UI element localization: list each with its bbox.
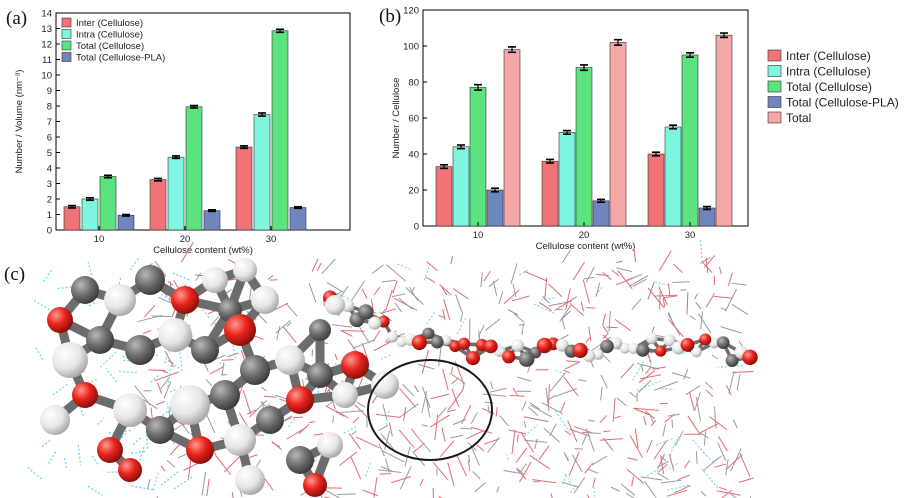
bar [81, 198, 99, 231]
bar [452, 146, 470, 227]
bar [664, 126, 682, 227]
legend-label: Total (Cellulose-PLA) [76, 53, 165, 64]
bar [541, 160, 559, 227]
x-tick-label: 20 [180, 234, 191, 245]
bar [698, 207, 716, 227]
panel-label-b: (b) [379, 6, 401, 27]
y-tick-label: 13 [41, 24, 52, 35]
x-tick-label: 30 [685, 230, 696, 241]
y-axis-title: Number / Volume (nm⁻³) [14, 70, 25, 174]
y-tick-label: 3 [47, 179, 52, 190]
y-tick-label: 0 [414, 222, 419, 233]
legend-swatch [767, 96, 782, 108]
y-tick-label: 120 [403, 6, 419, 17]
chart-b: 0 20 40 60 80 100 120 10 20 30 Cellulose content (… [391, 6, 899, 253]
legend-swatch [767, 49, 782, 62]
y-tick-label: 0 [47, 226, 52, 237]
panel-label-c: (c) [4, 264, 25, 285]
bar [63, 206, 81, 231]
legend: Inter (Cellulose)Intra (Cellulose)Total … [767, 49, 899, 125]
y-tick-label: 5 [47, 148, 52, 159]
x-tick-label: 10 [473, 230, 484, 241]
legend-swatch [61, 52, 72, 62]
y-axis-title: Number / Cellulose [391, 78, 402, 159]
x-axis-title: Cellulose content (wt%) [536, 241, 636, 252]
y-tick-label: 11 [42, 55, 52, 66]
legend-swatch [61, 40, 72, 51]
molecule-atoms [40, 258, 758, 497]
legend-label: Intra (Cellulose) [786, 65, 871, 79]
bar [469, 87, 487, 227]
legend-label: Total (Cellulose-PLA) [786, 96, 899, 110]
y-tick-label: 7 [47, 117, 52, 128]
legend-label: Inter (Cellulose) [76, 18, 143, 29]
y-tick-label: 10 [41, 71, 52, 82]
legend-label: Total [786, 111, 811, 125]
legend-swatch [767, 111, 782, 124]
x-tick-label: 30 [266, 234, 277, 245]
y-tick-label: 2 [47, 195, 52, 206]
x-tick-label: 10 [94, 234, 105, 245]
bar [503, 49, 521, 227]
bar [647, 153, 665, 227]
bar [149, 179, 167, 231]
y-tick-label: 9 [47, 86, 52, 97]
bar [271, 30, 289, 231]
y-tick-label: 100 [403, 42, 419, 53]
y-tick-label: 12 [41, 40, 52, 51]
x-tick-label: 20 [579, 230, 590, 241]
y-tick-label: 80 [408, 78, 419, 89]
y-tick-label: 60 [408, 114, 419, 125]
legend-swatch [61, 29, 72, 39]
highlight-circle [367, 359, 493, 461]
bar [592, 200, 610, 227]
y-tick-label: 4 [47, 164, 52, 175]
bar [681, 54, 699, 227]
bar [253, 114, 271, 231]
bar [289, 207, 307, 231]
legend-swatch [767, 65, 782, 77]
legend-label: Inter (Cellulose) [786, 49, 871, 63]
y-tick-label: 1 [47, 210, 52, 221]
x-axis-title: Cellulose content (wt%) [153, 245, 253, 256]
bar [486, 189, 504, 227]
legend: Inter (Cellulose)Intra (Cellulose)Total … [61, 17, 165, 64]
bar [185, 106, 203, 231]
bar [715, 34, 733, 227]
y-tick-label: 6 [47, 133, 52, 144]
legend-label: Total (Cellulose) [76, 41, 144, 52]
bar [435, 166, 453, 227]
legend-swatch [767, 80, 782, 93]
legend-label: Total (Cellulose) [786, 80, 872, 94]
y-tick-label: 8 [47, 102, 52, 113]
bar [203, 210, 221, 231]
bar [558, 132, 576, 227]
bar [609, 42, 627, 227]
bar [99, 176, 117, 231]
legend-label: Intra (Cellulose) [76, 30, 143, 41]
bar [167, 156, 185, 231]
panel-label-a: (a) [6, 8, 27, 29]
bar [117, 214, 135, 231]
bar [235, 146, 253, 231]
y-tick-label: 14 [41, 9, 52, 20]
molecule-render [26, 239, 758, 498]
y-tick-label: 40 [408, 150, 419, 161]
bar [575, 67, 593, 227]
legend-swatch [61, 17, 72, 28]
y-tick-label: 20 [408, 186, 419, 197]
